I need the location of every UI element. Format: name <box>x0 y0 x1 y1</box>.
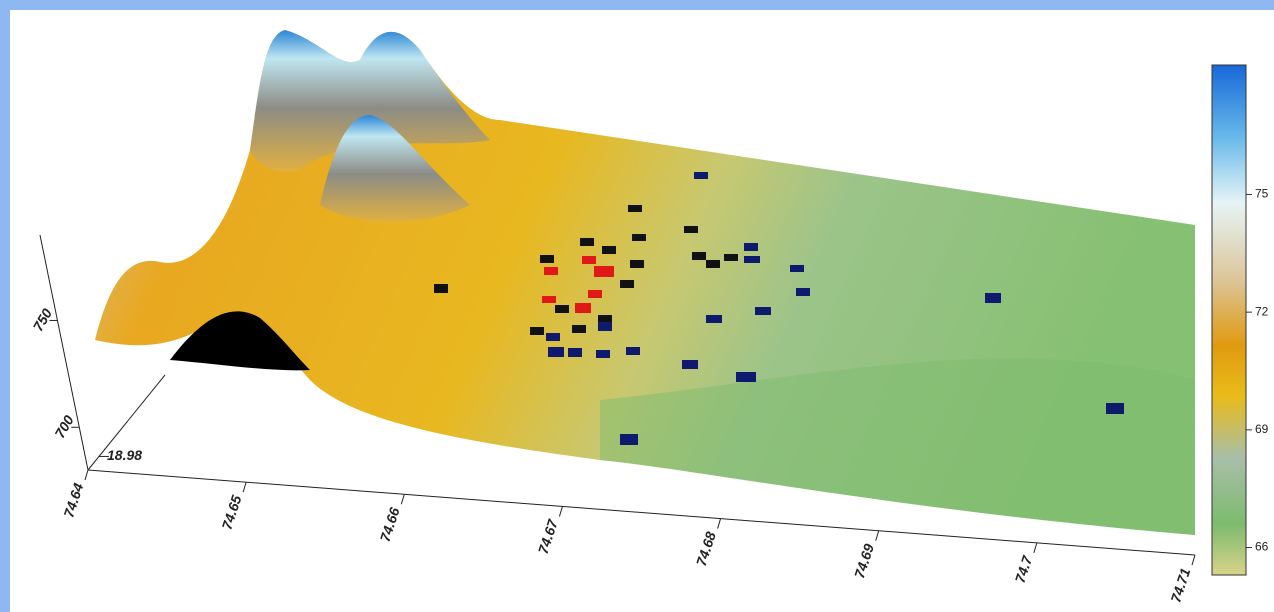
y-tick-label: 18.98 <box>107 447 142 463</box>
colorbar-tick-label: 69 <box>1255 422 1269 436</box>
chart: 66697275 74.6474.6574.6674.6774.6874.697… <box>0 0 1274 612</box>
colorbar-tick-label: 75 <box>1255 187 1269 201</box>
window: 66697275 74.6474.6574.6674.6774.6874.697… <box>0 0 1274 612</box>
colorbar-tick-label: 66 <box>1255 540 1269 554</box>
colorbar-scale <box>1212 65 1246 575</box>
colorbar-tick-label: 72 <box>1255 304 1269 318</box>
